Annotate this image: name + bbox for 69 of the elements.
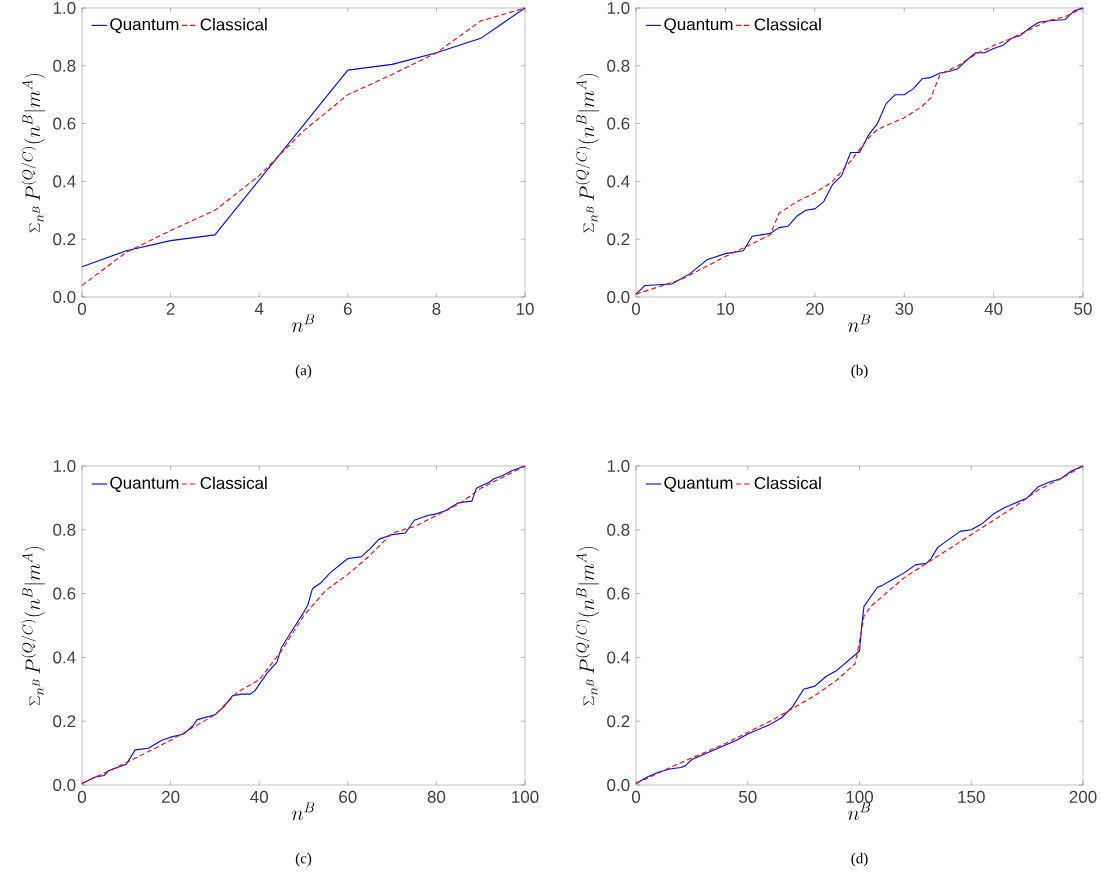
x-axis-title: $n^B$ <box>292 314 315 332</box>
x-tick-label: 0 <box>631 302 641 315</box>
x-tick-label: 4 <box>254 302 264 315</box>
x-tick-label: 0 <box>631 790 641 803</box>
x-tick-label: 80 <box>427 790 446 803</box>
legend-label: Classical <box>200 17 267 31</box>
x-tick-label: 6 <box>343 302 352 315</box>
y-tick-label: 0.6 <box>53 117 76 130</box>
y-tick-label: 0.4 <box>607 651 630 664</box>
legend-label: Classical <box>754 476 821 490</box>
x-axis-title: $n^B$ <box>848 802 871 820</box>
y-tick-label: 0.4 <box>53 651 76 664</box>
x-tick-label: 150 <box>958 790 985 803</box>
legend-label: Classical <box>200 476 267 490</box>
legend-label: Quantum <box>664 18 733 34</box>
y-tick-label: 1.0 <box>53 1 76 15</box>
y-tick-label: 0.2 <box>607 233 630 246</box>
x-axis-title: $n^B$ <box>292 802 315 820</box>
x-tick-label: 100 <box>846 790 874 803</box>
line-series <box>635 7 1084 295</box>
legend-label: Quantum <box>110 476 179 492</box>
y-tick-label: 0.0 <box>53 290 76 304</box>
text: (d) <box>851 852 868 867</box>
text: (c) <box>295 852 312 867</box>
y-tick-label: 0.8 <box>607 59 630 72</box>
y-axis-title: $\sum_{n^B} P^{(Q/C)}(n^B|m^A)$ <box>21 546 45 706</box>
x-tick-label: 40 <box>984 302 1003 315</box>
y-tick-label: 0.6 <box>607 587 630 600</box>
x-tick-label: 60 <box>339 790 357 803</box>
y-tick-label: 1.0 <box>607 459 630 473</box>
y-tick-label: 0.0 <box>53 778 76 792</box>
y-tick-label: 1.0 <box>607 1 630 15</box>
y-tick-label: 1.0 <box>53 459 76 473</box>
line-series <box>81 465 526 784</box>
x-tick-label: 50 <box>1074 302 1092 315</box>
y-axis-title: $\sum_{n^B} P^{(Q/C)}(n^B|m^A)$ <box>575 546 599 706</box>
y-tick-label: 0.2 <box>607 715 630 728</box>
x-tick-label: 20 <box>806 302 824 315</box>
text: (b) <box>851 364 868 379</box>
legend-label: Quantum <box>110 18 179 34</box>
y-axis-title: $\sum_{n^B} P^{(Q/C)}(n^B|m^A)$ <box>575 73 599 233</box>
x-tick-label: 10 <box>516 302 534 315</box>
text: (a) <box>295 364 312 379</box>
x-axis-title: $n^B$ <box>848 314 871 332</box>
y-tick-label: 0.4 <box>53 175 76 188</box>
legend-label: Classical <box>754 17 821 31</box>
x-tick-label: 30 <box>895 302 913 315</box>
x-tick-label: 0 <box>77 790 87 803</box>
x-tick-label: 200 <box>1069 790 1097 803</box>
x-tick-label: 100 <box>512 790 539 803</box>
x-tick-label: 0 <box>77 302 87 315</box>
y-tick-label: 0.4 <box>607 175 630 188</box>
y-tick-label: 0.6 <box>53 587 76 600</box>
x-tick-label: 2 <box>166 302 175 315</box>
legend-label: Quantum <box>664 476 733 492</box>
y-tick-label: 0.2 <box>53 233 76 246</box>
x-tick-label: 50 <box>738 790 757 803</box>
x-tick-label: 8 <box>432 302 441 315</box>
y-tick-label: 0.8 <box>607 523 630 536</box>
y-tick-label: 0.6 <box>607 117 630 130</box>
y-tick-label: 0.8 <box>53 59 76 72</box>
y-axis-title: $\sum_{n^B} P^{(Q/C)}(n^B|m^A)$ <box>21 73 45 233</box>
y-tick-label: 0.0 <box>607 778 630 792</box>
x-tick-label: 40 <box>250 790 268 803</box>
x-tick-label: 10 <box>717 302 735 315</box>
x-tick-label: 20 <box>162 790 180 803</box>
y-tick-label: 0.8 <box>53 523 76 536</box>
y-tick-label: 0.2 <box>53 715 76 728</box>
y-tick-label: 0.0 <box>607 290 630 304</box>
